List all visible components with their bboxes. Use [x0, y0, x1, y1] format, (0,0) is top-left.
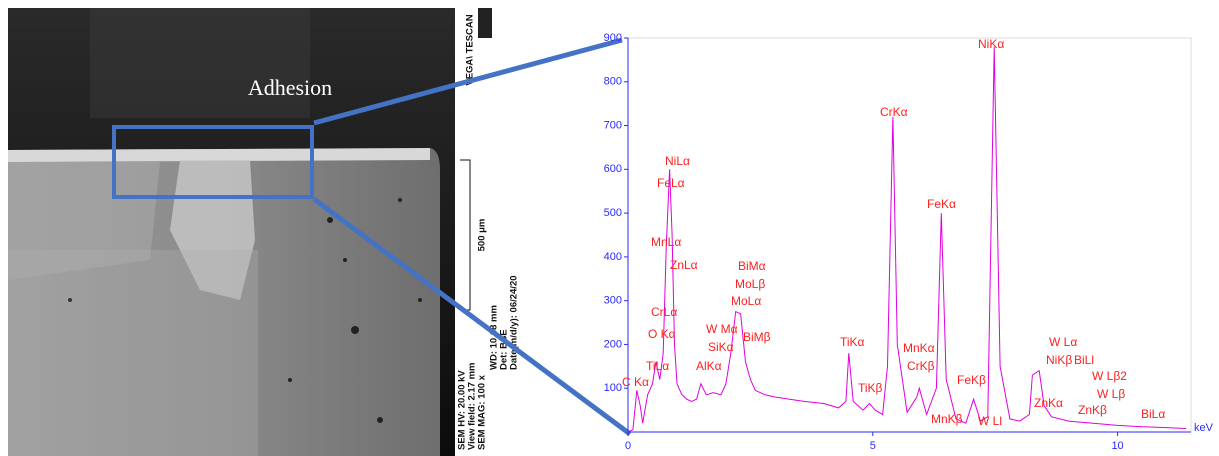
- info-text: WD: 10.68 mm: [489, 305, 500, 370]
- info-text: SEM MAG: 100 x: [477, 374, 488, 450]
- scale-bar-label: 500 μm: [477, 219, 488, 252]
- vendor: VEGA\ TESCAN: [465, 14, 476, 85]
- peak-label: W Lβ2: [1092, 369, 1127, 383]
- x-tick-label: 10: [1111, 440, 1123, 452]
- peak-label: BiMβ: [743, 330, 771, 344]
- peak-label: TiKβ: [858, 381, 883, 395]
- spectrum-line: [627, 46, 1187, 433]
- peak-label: MnKβ: [931, 412, 963, 426]
- peak-label: NiKα: [978, 37, 1004, 51]
- peak-label: FeLα: [657, 176, 685, 190]
- peak-label: NiLα: [665, 154, 690, 168]
- peak-label: SiKα: [708, 340, 734, 354]
- peak-label: BiLα: [1141, 407, 1165, 421]
- zoom-line: [313, 37, 623, 126]
- peak-label: CrLα: [651, 305, 677, 319]
- peak-label: O Kα: [648, 327, 676, 341]
- peak-label: ZnLα: [670, 258, 698, 272]
- x-tick-label: 5: [870, 440, 876, 452]
- peak-label: MnLα: [651, 235, 681, 249]
- peak-label: CrKβ: [907, 359, 935, 373]
- y-tick-label: 600: [604, 163, 622, 175]
- sem-image: [8, 8, 455, 456]
- peak-label: W Lα: [1049, 335, 1077, 349]
- peak-label: ZnKα: [1034, 396, 1063, 410]
- x-tick-label: 0: [625, 440, 631, 452]
- y-tick-label: 500: [604, 207, 622, 219]
- peak-label: BiLl: [1074, 353, 1094, 367]
- annotation: Adhesion: [248, 75, 332, 100]
- x-axis-label: keV: [1194, 422, 1214, 434]
- y-tick-label: 900: [604, 32, 622, 44]
- peak-label: ZnKβ: [1078, 403, 1107, 417]
- peak-label: W Ll: [978, 414, 1002, 428]
- y-tick-label: 400: [604, 251, 622, 263]
- y-tick-label: 700: [604, 119, 622, 131]
- info-text: SEM HV: 20.00 kV: [457, 370, 468, 450]
- logo: [478, 8, 492, 38]
- peak-label: BiMα: [738, 259, 766, 273]
- peak-label: TiLα: [646, 359, 669, 373]
- peak-label: W Lβ: [1097, 387, 1125, 401]
- y-tick-label: 800: [604, 76, 622, 88]
- peak-label: CrKα: [880, 105, 908, 119]
- spectrum-chart: 100 200 300 400 500 600 700 800 900 0 5 10 keV NiLα Fe…: [604, 32, 1214, 452]
- info-text: View field: 2.17 mm: [467, 363, 478, 450]
- peak-label: AlKα: [696, 359, 722, 373]
- peak-label: MoLβ: [735, 277, 765, 291]
- peak-label: C Kα: [622, 375, 649, 389]
- y-tick-label: 200: [604, 338, 622, 350]
- peak-label: NiKβ: [1046, 353, 1072, 367]
- y-tick-label: 100: [604, 382, 622, 394]
- peak-label: TiKα: [840, 335, 865, 349]
- peak-label: MnKα: [903, 341, 935, 355]
- zoom-line: [312, 196, 632, 437]
- y-tick-label: 300: [604, 295, 622, 307]
- zoom-box: [112, 125, 314, 199]
- info-text: Date(m/d/y): 06/24/20: [509, 275, 520, 370]
- info-text: Det: BSE: [499, 329, 510, 370]
- peak-label: FeKβ: [957, 373, 986, 387]
- peak-label: FeKα: [927, 197, 956, 211]
- peak-label: MoLα: [731, 294, 761, 308]
- peak-label: W Mα: [706, 322, 738, 336]
